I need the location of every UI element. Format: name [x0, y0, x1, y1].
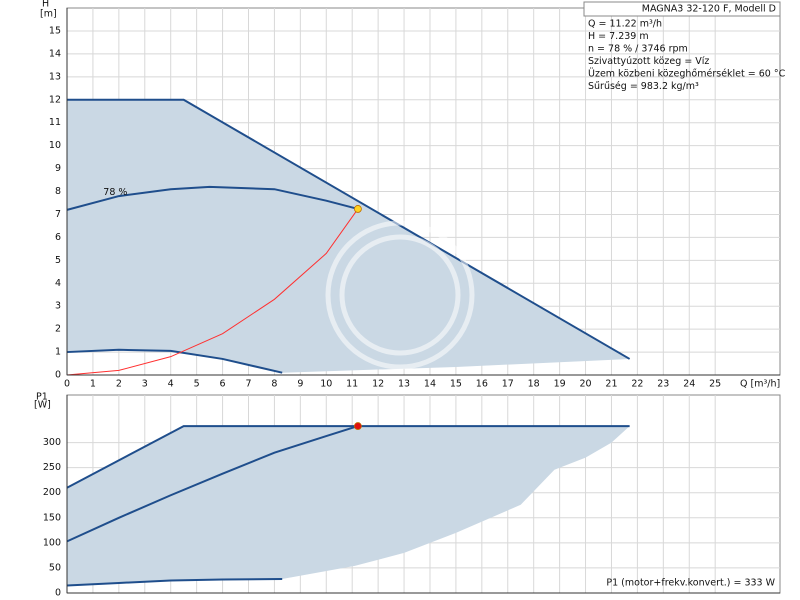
curve-label: 78 % [103, 187, 127, 198]
curve [66, 185, 359, 211]
info-line: Sűrűség = 983.2 kg/m³ [588, 81, 699, 92]
y-tick-label: 9 [55, 163, 61, 174]
curve [66, 208, 359, 376]
operating-area [67, 99, 630, 373]
y-tick-label: 7 [55, 209, 61, 220]
x-tick-label: 4 [168, 379, 174, 390]
duty-point [354, 205, 362, 213]
y-tick-label: 3 [55, 301, 61, 312]
duty-point [354, 422, 362, 430]
info-line: Szivattyúzott közeg = Víz [588, 56, 709, 67]
y-tick-label: 13 [49, 71, 61, 82]
y-tick-label: 15 [49, 25, 61, 36]
x-tick-label: 9 [297, 379, 303, 390]
x-tick-label: 21 [605, 379, 617, 390]
y-axis-unit: [m] [40, 9, 57, 20]
curve [66, 425, 630, 489]
x-tick-label: 23 [657, 379, 669, 390]
x-axis-label: Q [m³/h] [740, 379, 780, 390]
watermark [325, 220, 475, 370]
y-tick-label: 14 [49, 48, 61, 59]
x-tick-label: 6 [220, 379, 226, 390]
x-tick-label: 24 [683, 379, 695, 390]
x-tick-label: 11 [346, 379, 358, 390]
y-axis-unit: [W] [34, 400, 51, 411]
x-tick-label: 14 [424, 379, 436, 390]
y-tick-label: 2 [55, 324, 61, 335]
curve [66, 348, 283, 374]
y-tick-label: 100 [43, 537, 61, 548]
y-tick-label: 10 [49, 140, 61, 151]
y-tick-label: 4 [55, 278, 61, 289]
y-tick-label: 11 [49, 117, 61, 128]
chart-title: MAGNA3 32-120 F, Modell D [642, 4, 776, 15]
y-tick-label: 5 [55, 255, 61, 266]
curve [67, 98, 631, 360]
y-tick-label: 50 [49, 562, 61, 573]
x-tick-label: 25 [709, 379, 721, 390]
x-tick-label: 17 [502, 379, 514, 390]
x-tick-label: 19 [554, 379, 566, 390]
curve [66, 425, 359, 543]
info-line: Q = 11.22 m³/h [588, 19, 662, 30]
x-tick-label: 16 [476, 379, 488, 390]
info-line: Üzem közbeni közeghőmérséklet = 60 °C [588, 69, 786, 80]
x-tick-label: 22 [631, 379, 643, 390]
x-tick-label: 20 [579, 379, 591, 390]
x-tick-label: 18 [528, 379, 540, 390]
info-line: n = 78 % / 3746 rpm [588, 44, 688, 55]
x-tick-label: 2 [116, 379, 122, 390]
x-tick-label: 12 [372, 379, 384, 390]
x-tick-label: 1 [90, 379, 96, 390]
y-tick-label: 200 [43, 487, 61, 498]
x-tick-label: 8 [271, 379, 277, 390]
y-tick-label: 150 [43, 512, 61, 523]
x-tick-label: 10 [320, 379, 332, 390]
footer-note: P1 (motor+frekv.konvert.) = 333 W [606, 578, 775, 589]
y-tick-label: 12 [49, 94, 61, 105]
x-tick-label: 15 [450, 379, 462, 390]
x-tick-label: 3 [142, 379, 148, 390]
y-tick-label: 300 [43, 437, 61, 448]
y-tick-label: 8 [55, 186, 61, 197]
operating-area [67, 426, 630, 586]
y-tick-label: 0 [55, 588, 61, 599]
info-line: H = 7.239 m [588, 31, 649, 42]
curve [66, 577, 283, 587]
y-axis-label: H [42, 0, 49, 10]
plots: 0 1 2 3 4 5 6 7 8 9 10 11 12 13 14 15 16 17 18 19 20 21 22 23 24… [34, 0, 786, 599]
x-tick-label: 7 [245, 379, 251, 390]
info-box [583, 1, 781, 17]
y-axis-label: P1 [36, 392, 48, 403]
y-tick-label: 250 [43, 462, 61, 473]
y-tick-label: 0 [55, 370, 61, 381]
x-tick-label: 0 [64, 379, 70, 390]
x-tick-label: 5 [194, 379, 200, 390]
x-tick-label: 13 [398, 379, 410, 390]
y-tick-label: 1 [55, 347, 61, 358]
y-tick-label: 6 [55, 232, 61, 243]
